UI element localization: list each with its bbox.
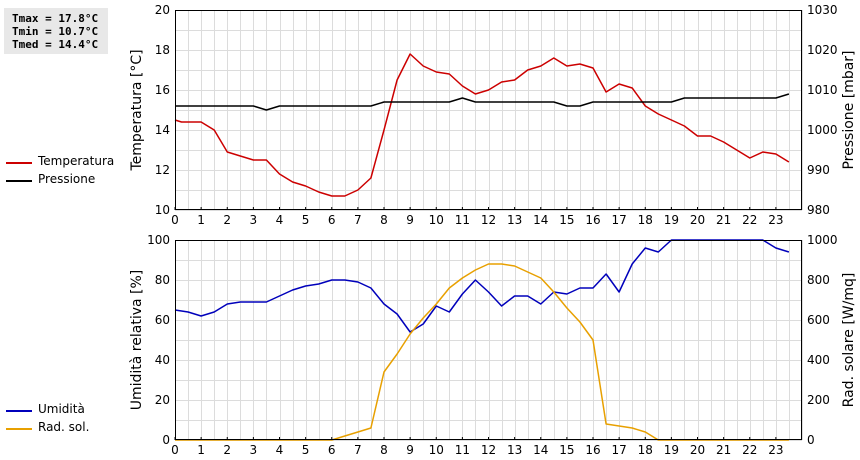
x-tick-label: 8 xyxy=(380,443,388,457)
y-tick-label-right: 990 xyxy=(807,163,830,177)
chart-2: 0 1 2 3 4 5 6 7 8 9 10 11 12 13 14 15 16 17 18 19 20 21 22 2302… xyxy=(129,233,857,457)
y-axis-label-left: Temperatura [°C] xyxy=(129,49,145,171)
series-line-temperatura xyxy=(174,53,790,197)
x-tick-label: 14 xyxy=(533,213,548,227)
x-tick-label: 23 xyxy=(768,213,783,227)
stats-tmin: Tmin = 10.7°C xyxy=(12,25,99,38)
x-tick-label: 20 xyxy=(690,443,705,457)
y-tick-label-left: 0 xyxy=(162,433,170,447)
x-tick-label: 13 xyxy=(507,443,522,457)
x-tick-label: 8 xyxy=(380,213,388,227)
legend-swatch-temperature xyxy=(6,162,32,164)
x-tick-label: 2 xyxy=(223,213,231,227)
stats-box: Tmax = 17.8°C Tmin = 10.7°C Tmed = 14.4°… xyxy=(4,8,108,54)
y-tick-label-right: 800 xyxy=(807,273,830,287)
y-tick-label-right: 1030 xyxy=(807,3,838,17)
stats-tmax: Tmax = 17.8°C xyxy=(12,12,99,25)
x-tick-label: 6 xyxy=(328,213,336,227)
x-tick-label: 16 xyxy=(585,443,600,457)
x-tick-label: 13 xyxy=(507,213,522,227)
x-tick-label: 21 xyxy=(716,443,731,457)
legend-label-humidity: Umidità xyxy=(38,402,85,416)
y-tick-label-right: 600 xyxy=(807,313,830,327)
legend-label-pressure: Pressione xyxy=(38,172,96,186)
series-line-rad-sol xyxy=(175,263,789,441)
series-line-pressione xyxy=(175,93,790,111)
x-tick-label: 15 xyxy=(559,443,574,457)
x-tick-label: 3 xyxy=(250,213,258,227)
y-tick-label-right: 1000 xyxy=(807,233,838,247)
y-tick-label-left: 14 xyxy=(155,123,170,137)
x-tick-label: 10 xyxy=(429,213,444,227)
x-tick-label: 19 xyxy=(664,213,679,227)
legend-label-temperature: Temperatura xyxy=(38,154,115,168)
x-tick-label: 12 xyxy=(481,213,496,227)
x-tick-label: 5 xyxy=(302,213,310,227)
y-tick-label-left: 20 xyxy=(155,393,170,407)
x-tick-label: 3 xyxy=(250,443,258,457)
x-tick-label: 20 xyxy=(690,213,705,227)
x-tick-label: 17 xyxy=(611,443,626,457)
y-tick-label-left: 18 xyxy=(155,43,170,57)
y-axis-label-right: Rad. solare [W/mq] xyxy=(841,273,857,408)
x-tick-label: 7 xyxy=(354,443,362,457)
legend-swatch-radiation xyxy=(6,428,32,430)
y-tick-label-left: 100 xyxy=(147,233,170,247)
legend-label-radiation: Rad. sol. xyxy=(38,420,90,434)
x-tick-label: 1 xyxy=(197,213,205,227)
y-tick-label-right: 1020 xyxy=(807,43,838,57)
x-tick-label: 16 xyxy=(585,213,600,227)
x-tick-label: 22 xyxy=(742,213,757,227)
x-tick-label: 11 xyxy=(455,213,470,227)
y-axis-label-right: Pressione [mbar] xyxy=(841,50,857,169)
x-tick-label: 2 xyxy=(223,443,231,457)
x-tick-label: 0 xyxy=(171,443,179,457)
x-tick-label: 4 xyxy=(276,443,284,457)
y-axis-label-left: Umidità relativa [%] xyxy=(129,270,145,411)
x-tick-label: 5 xyxy=(302,443,310,457)
y-tick-label-left: 60 xyxy=(155,313,170,327)
y-tick-label-right: 400 xyxy=(807,353,830,367)
x-tick-label: 18 xyxy=(638,443,653,457)
x-tick-label: 6 xyxy=(328,443,336,457)
x-tick-label: 17 xyxy=(611,213,626,227)
y-tick-label-left: 80 xyxy=(155,273,170,287)
y-tick-label-left: 12 xyxy=(155,163,170,177)
x-tick-label: 10 xyxy=(429,443,444,457)
y-tick-label-left: 10 xyxy=(155,203,170,217)
y-tick-label-left: 40 xyxy=(155,353,170,367)
y-tick-label-right: 1010 xyxy=(807,83,838,97)
x-tick-label: 11 xyxy=(455,443,470,457)
x-tick-label: 22 xyxy=(742,443,757,457)
x-tick-label: 19 xyxy=(664,443,679,457)
y-tick-label-right: 980 xyxy=(807,203,830,217)
y-tick-label-right: 200 xyxy=(807,393,830,407)
y-tick-label-left: 20 xyxy=(155,3,170,17)
x-tick-label: 23 xyxy=(768,443,783,457)
x-tick-label: 21 xyxy=(716,213,731,227)
chart-1: 0 1 2 3 4 5 6 7 8 9 10 11 12 13 14 15 16 17 18 19 20 21 22 2310… xyxy=(129,3,857,227)
x-tick-label: 9 xyxy=(406,213,414,227)
x-tick-label: 0 xyxy=(171,213,179,227)
x-tick-label: 7 xyxy=(354,213,362,227)
x-tick-label: 4 xyxy=(276,213,284,227)
x-tick-label: 14 xyxy=(533,443,548,457)
legend-swatch-humidity xyxy=(6,410,32,412)
stats-tmed: Tmed = 14.4°C xyxy=(12,38,99,51)
x-tick-label: 9 xyxy=(406,443,414,457)
y-tick-label-left: 16 xyxy=(155,83,170,97)
legend-swatch-pressure xyxy=(6,180,32,182)
x-tick-label: 12 xyxy=(481,443,496,457)
x-tick-label: 18 xyxy=(638,213,653,227)
y-tick-label-right: 1000 xyxy=(807,123,838,137)
y-tick-label-right: 0 xyxy=(807,433,815,447)
x-tick-label: 15 xyxy=(559,213,574,227)
x-tick-label: 1 xyxy=(197,443,205,457)
